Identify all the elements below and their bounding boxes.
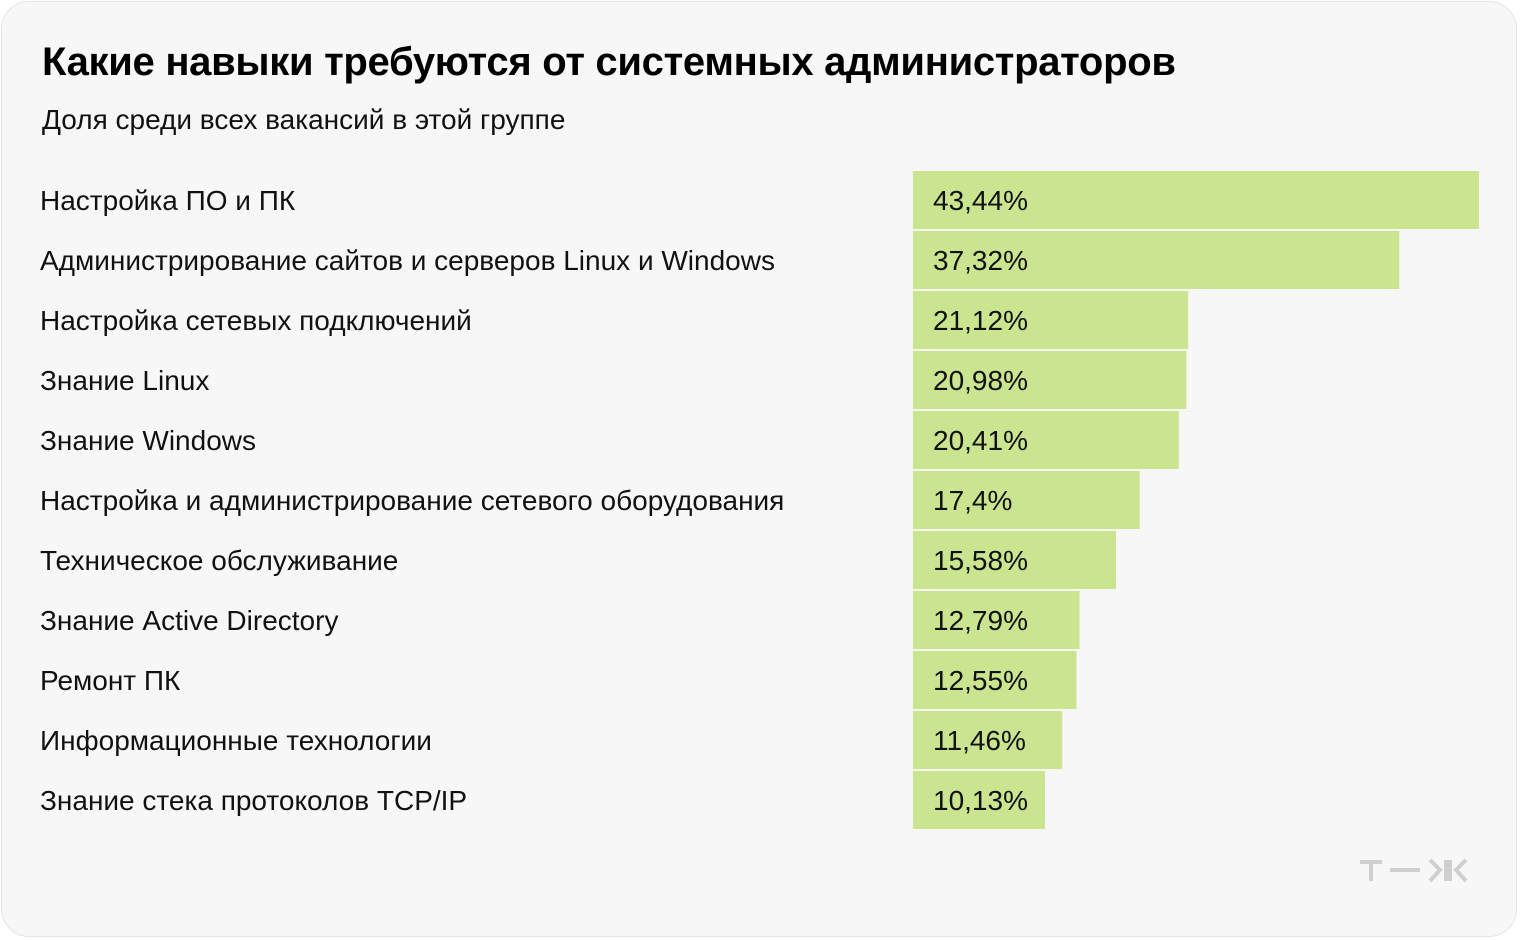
value-label-1: 37,32% [933, 245, 1028, 276]
bar-2 [913, 291, 1189, 349]
value-label-3: 20,98% [933, 365, 1028, 396]
value-label-5: 17,4% [933, 485, 1012, 516]
bar-9 [913, 711, 1063, 769]
category-label-8: Ремонт ПК [40, 665, 181, 696]
bar-3 [913, 351, 1187, 409]
value-label-4: 20,41% [933, 425, 1028, 456]
value-label-2: 21,12% [933, 305, 1028, 336]
category-label-6: Техническое обслуживание [40, 545, 398, 576]
category-label-9: Информационные технологии [40, 725, 432, 756]
bar-7 [913, 591, 1080, 649]
value-label-8: 12,55% [933, 665, 1028, 696]
category-label-7: Знание Active Directory [40, 605, 338, 636]
bar-5 [913, 471, 1140, 529]
category-label-5: Настройка и администрирование сетевого о… [40, 485, 784, 516]
value-label-6: 15,58% [933, 545, 1028, 576]
chart-subtitle: Доля среди всех вакансий в этой группе [42, 104, 566, 135]
value-label-9: 11,46% [933, 725, 1026, 756]
chart-title: Какие навыки требуются от системных адми… [42, 40, 1176, 84]
brand-logo [1360, 858, 1468, 883]
value-label-0: 43,44% [933, 185, 1028, 216]
bar-10 [913, 771, 1045, 829]
bar-0 [913, 171, 1479, 229]
bar-6 [913, 531, 1116, 589]
category-label-10: Знание стека протоколов TCP/IP [40, 785, 467, 816]
bar-8 [913, 651, 1077, 709]
bar-4 [913, 411, 1179, 469]
category-label-2: Настройка сетевых подключений [40, 305, 472, 336]
category-label-0: Настройка ПО и ПК [40, 185, 296, 216]
category-label-1: Администрирование сайтов и серверов Linu… [40, 245, 775, 276]
category-label-4: Знание Windows [40, 425, 256, 456]
value-label-7: 12,79% [933, 605, 1028, 636]
bar-1 [913, 231, 1400, 289]
value-label-10: 10,13% [933, 785, 1028, 816]
category-label-3: Знание Linux [40, 365, 209, 396]
